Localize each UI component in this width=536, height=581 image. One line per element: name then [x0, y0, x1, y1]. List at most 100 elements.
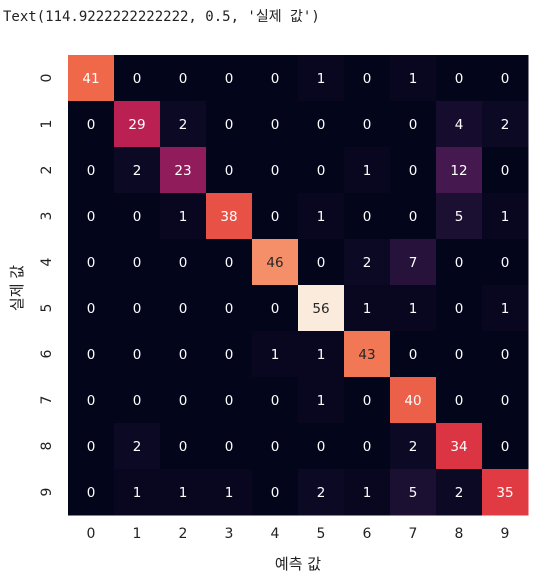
cell-annotation-r0-c2: 0: [179, 71, 188, 87]
cell-annotation-r2-c6: 1: [363, 163, 372, 179]
heatmap-cell-r3-c0: [68, 193, 115, 240]
cell-annotation-r1-c7: 0: [409, 117, 418, 133]
cell-annotation-r9-c4: 0: [271, 485, 280, 501]
cell-annotation-r8-c1: 2: [133, 439, 142, 455]
heatmap-cell-r6-c8: [436, 331, 483, 378]
heatmap-cell-r9-c7: [390, 469, 437, 516]
cell-annotation-r4-c4: 46: [266, 255, 283, 271]
heatmap-cell-r7-c2: [160, 377, 207, 424]
cell-annotation-r2-c3: 0: [225, 163, 234, 179]
y-tick-label-4: 4: [39, 257, 55, 266]
heatmap-cell-r7-c6: [344, 377, 391, 424]
heatmap-cell-r8-c3: [206, 423, 253, 470]
heatmap-cell-r5-c6: [344, 285, 391, 332]
cell-annotation-r3-c6: 0: [363, 209, 372, 225]
cell-annotation-r5-c9: 1: [501, 301, 510, 317]
cell-annotation-r3-c4: 0: [271, 209, 280, 225]
cell-annotation-r8-c8: 34: [450, 439, 467, 455]
heatmap-cell-r1-c8: [436, 101, 483, 148]
heatmap-cell-r2-c7: [390, 147, 437, 194]
heatmap-cell-r4-c5: [298, 239, 345, 286]
cell-annotation-r3-c0: 0: [87, 209, 96, 225]
heatmap-cell-r2-c6: [344, 147, 391, 194]
heatmap-cell-r1-c9: [482, 101, 529, 148]
y-tick-label-7: 7: [39, 396, 55, 405]
cell-annotation-r8-c9: 0: [501, 439, 510, 455]
cell-annotation-r1-c1: 29: [128, 117, 145, 133]
heatmap-cell-r9-c4: [252, 469, 299, 516]
heatmap-cell-r4-c1: [114, 239, 161, 286]
heatmap-cell-r7-c7: [390, 377, 437, 424]
heatmap-cell-r4-c3: [206, 239, 253, 286]
cell-annotation-r4-c9: 0: [501, 255, 510, 271]
x-tick-label-0: 0: [87, 526, 96, 542]
x-tick-label-9: 9: [501, 526, 510, 542]
heatmap-cell-r0-c7: [390, 55, 437, 102]
heatmap-cell-r8-c0: [68, 423, 115, 470]
heatmap-cell-r1-c5: [298, 101, 345, 148]
heatmap-cell-r0-c4: [252, 55, 299, 102]
heatmap-cell-r5-c4: [252, 285, 299, 332]
heatmap-cell-r9-c5: [298, 469, 345, 516]
heatmap-cell-r6-c2: [160, 331, 207, 378]
heatmap-cell-r6-c1: [114, 331, 161, 378]
heatmap-cell-r9-c6: [344, 469, 391, 516]
cell-annotation-r9-c7: 5: [409, 485, 418, 501]
cell-annotation-r7-c4: 0: [271, 393, 280, 409]
cell-annotation-r9-c0: 0: [87, 485, 96, 501]
cell-annotation-r5-c0: 0: [87, 301, 96, 317]
cell-annotation-r2-c1: 2: [133, 163, 142, 179]
heatmap-cell-r5-c8: [436, 285, 483, 332]
heatmap-cell-r0-c3: [206, 55, 253, 102]
cell-annotation-r2-c7: 0: [409, 163, 418, 179]
cell-annotation-r4-c0: 0: [87, 255, 96, 271]
heatmap-cell-r3-c7: [390, 193, 437, 240]
heatmap-cell-r5-c1: [114, 285, 161, 332]
output-text: Text(114.9222222222222, 0.5, '실제 값'): [3, 9, 320, 25]
heatmap-cell-r1-c4: [252, 101, 299, 148]
heatmap-cell-r7-c9: [482, 377, 529, 424]
heatmap-cell-r1-c1: [114, 101, 161, 148]
heatmap-cell-r9-c3: [206, 469, 253, 516]
heatmap-cell-r7-c4: [252, 377, 299, 424]
cell-annotation-r6-c5: 1: [317, 347, 326, 363]
cell-annotation-r8-c7: 2: [409, 439, 418, 455]
cell-annotation-r0-c1: 0: [133, 71, 142, 87]
heatmap-cell-r8-c2: [160, 423, 207, 470]
cell-annotation-r9-c1: 1: [133, 485, 142, 501]
heatmap-cell-r6-c5: [298, 331, 345, 378]
heatmap-cell-r0-c6: [344, 55, 391, 102]
cell-annotation-r0-c9: 0: [501, 71, 510, 87]
x-tick-label-1: 1: [133, 526, 142, 542]
x-axis-label: 예측 값: [275, 555, 321, 573]
heatmap-cell-r5-c3: [206, 285, 253, 332]
y-tick-labels: 0 1 2 3 4 5 6 7 8 9: [39, 74, 55, 497]
cell-annotation-r1-c0: 0: [87, 117, 96, 133]
cell-annotation-r1-c8: 4: [455, 117, 464, 133]
cell-annotation-r5-c2: 0: [179, 301, 188, 317]
cell-annotation-r4-c2: 0: [179, 255, 188, 271]
x-tick-label-3: 3: [225, 526, 234, 542]
x-tick-labels: 0 1 2 3 4 5 6 7 8 9: [87, 526, 510, 542]
cell-annotation-r8-c6: 0: [363, 439, 372, 455]
cell-annotation-r5-c4: 0: [271, 301, 280, 317]
cell-annotation-r1-c4: 0: [271, 117, 280, 133]
cell-annotation-r4-c5: 0: [317, 255, 326, 271]
cell-annotation-r6-c8: 0: [455, 347, 464, 363]
heatmap-cell-r2-c0: [68, 147, 115, 194]
cell-annotation-r7-c0: 0: [87, 393, 96, 409]
heatmap-cell-r3-c4: [252, 193, 299, 240]
heatmap-cell-r3-c1: [114, 193, 161, 240]
cell-annotation-r8-c0: 0: [87, 439, 96, 455]
heatmap-cell-r2-c9: [482, 147, 529, 194]
cell-annotation-r7-c5: 1: [317, 393, 326, 409]
cell-annotation-r1-c2: 2: [179, 117, 188, 133]
cell-annotation-r3-c3: 38: [220, 209, 237, 225]
y-tick-label-5: 5: [39, 304, 55, 313]
cell-annotation-r3-c7: 0: [409, 209, 418, 225]
x-tick-label-8: 8: [455, 526, 464, 542]
cell-annotation-r8-c4: 0: [271, 439, 280, 455]
heatmap-cell-r6-c7: [390, 331, 437, 378]
heatmap-cell-r3-c3: [206, 193, 253, 240]
cell-annotation-r3-c8: 5: [455, 209, 464, 225]
